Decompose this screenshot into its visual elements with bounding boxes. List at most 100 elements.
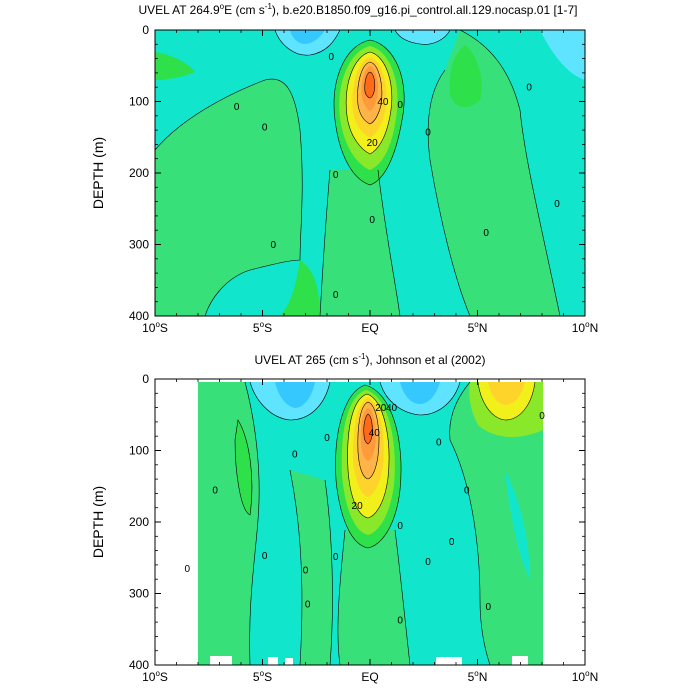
bottom-field-east-teal [505, 470, 530, 580]
top-contour-line [155, 78, 303, 316]
bottom-contour-label: 20 [375, 403, 387, 414]
missing-data-notch [436, 657, 462, 665]
bottom-contour-line [477, 381, 536, 421]
top-contour-labels: 0 0 0 0 0 0 0 0 0 0 0 0 40 20 [234, 52, 560, 301]
bottom-contour-line [449, 439, 491, 665]
bottom-contour-line [449, 381, 471, 441]
bottom-contour-line [379, 381, 461, 416]
bottom-xtick-label: 5oN [468, 669, 488, 684]
bottom-contour-line [347, 393, 390, 519]
top-ytick-label: 300 [129, 238, 149, 252]
top-contour-label: 0 [234, 102, 240, 113]
top-contour-label: 0 [483, 228, 489, 239]
bottom-title: UVEL AT 265 (cm s-1), Johnson et al (200… [254, 352, 485, 367]
bottom-contour-line [335, 384, 402, 549]
bottom-missing-data-notches [210, 656, 528, 665]
bottom-contour-label: 0 [212, 485, 218, 496]
top-xtick-label: EQ [361, 321, 378, 335]
bottom-contour-line [324, 479, 333, 665]
bottom-contour-label: 0 [539, 411, 545, 422]
top-xtick-label: 5oS [253, 320, 272, 335]
bottom-contour-label: 40 [369, 428, 381, 439]
bottom-xtick-label: EQ [361, 670, 378, 684]
top-contour-label: 0 [369, 215, 375, 226]
bottom-jet-40 [363, 414, 373, 444]
bottom-panel: UVEL AT 265 (cm s-1), Johnson et al (200… [90, 352, 598, 684]
missing-data-notch [285, 658, 293, 665]
top-contour-label: 0 [425, 128, 431, 139]
missing-data-notch [268, 657, 278, 665]
bottom-contour-label: 40 [386, 403, 398, 414]
top-contour-label: 0 [329, 52, 335, 63]
top-contour-label: 0 [333, 170, 339, 181]
top-contour-label: 0 [397, 100, 403, 111]
top-contour-line [357, 61, 383, 125]
bottom-contour-label: 0 [449, 537, 455, 548]
top-title: UVEL AT 264.9oE (cm s-1), b.e20.B1850.f0… [139, 2, 578, 17]
top-ytick-label: 200 [129, 166, 149, 180]
bottom-contour-label: 0 [324, 433, 330, 444]
top-contour-line [364, 71, 376, 99]
top-ytick-label: 100 [129, 95, 149, 109]
bottom-xtick-label: 10oS [142, 669, 168, 684]
bottom-contour-label: 0 [184, 564, 190, 575]
missing-data-notch [512, 656, 528, 665]
top-contour-line [427, 69, 471, 316]
bottom-contour-lines [234, 381, 536, 665]
top-contour-line [319, 169, 331, 316]
bottom-contour-label: 0 [303, 565, 309, 576]
top-field-deep-green [280, 260, 320, 316]
bottom-field-jet-root [337, 530, 410, 665]
missing-data-notch [210, 656, 232, 665]
bottom-contour-label: 0 [425, 557, 431, 568]
top-contour-label: 0 [526, 83, 532, 94]
bottom-ylabel: DEPTH (m) [90, 486, 106, 558]
top-field [155, 30, 585, 316]
top-contour-label: 20 [367, 138, 379, 149]
bottom-contour-label: 20 [352, 501, 364, 512]
bottom-contour-line [249, 381, 331, 421]
top-contour-line [274, 30, 341, 56]
top-contour-line [394, 30, 451, 45]
top-contour-line [333, 39, 405, 186]
bottom-contour-label: 0 [292, 450, 298, 461]
top-field-west-tongue [155, 52, 195, 80]
top-contour-line [345, 51, 393, 155]
top-contour-line [377, 169, 401, 316]
top-contour-lines [155, 30, 561, 316]
bottom-field-east-surface-core [488, 382, 525, 405]
bottom-contour-label: 0 [333, 552, 339, 563]
bottom-contour-line [337, 529, 346, 665]
top-contour-label: 0 [554, 199, 560, 210]
top-field-negative-core [290, 30, 325, 44]
bottom-contour-line [363, 413, 373, 445]
top-panel: UVEL AT 264.9oE (cm s-1), b.e20.B1850.f0… [90, 2, 598, 335]
bottom-field-negative-east-core [400, 382, 440, 404]
bottom-xtick-label: 5oS [253, 669, 272, 684]
top-field-jet-root [320, 170, 400, 316]
top-contour-label: 40 [377, 97, 389, 108]
bottom-contour-line [289, 469, 303, 665]
top-field-east-core [449, 45, 482, 107]
top-xtick-label: 10oS [142, 320, 168, 335]
top-ylabel: DEPTH (m) [90, 137, 106, 209]
top-field-negative-east [540, 30, 585, 80]
bottom-contour-label: 0 [464, 485, 470, 496]
top-xtick-label: 5oN [468, 320, 488, 335]
bottom-field-east-band [449, 382, 543, 665]
bottom-ytick-label: 0 [142, 372, 149, 386]
bottom-contour-line [357, 401, 380, 480]
top-xtick-label: 10oN [572, 320, 598, 335]
bottom-ytick-label: 100 [129, 444, 149, 458]
bottom-contour-label: 0 [397, 615, 403, 626]
bottom-field-mid-band [290, 470, 333, 665]
top-field-negative-right [395, 30, 450, 45]
bottom-contour-line [234, 419, 253, 516]
bottom-ytick-label: 200 [129, 515, 149, 529]
top-contour-line [459, 30, 561, 316]
bottom-field-negative-west-core [275, 382, 315, 408]
